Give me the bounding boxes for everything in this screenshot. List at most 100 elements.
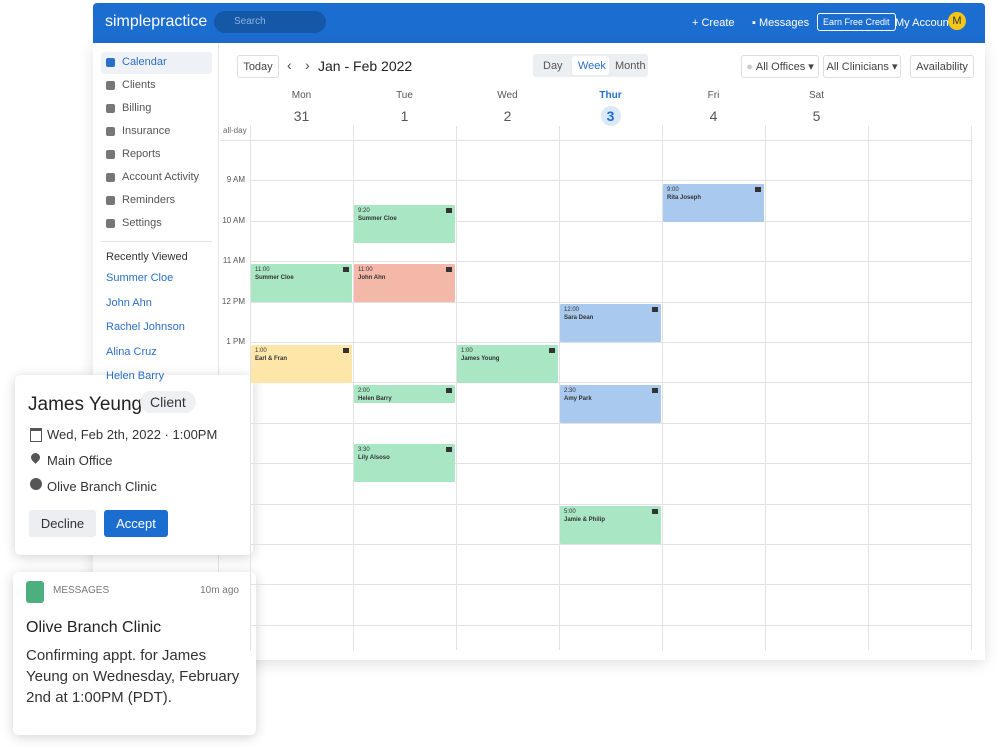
grid-hline <box>250 584 971 586</box>
avatar[interactable]: M <box>948 12 966 30</box>
grid-hline <box>250 503 971 505</box>
clinicians-filter[interactable]: All Clinicians ▾ <box>823 55 901 78</box>
event-icon <box>755 187 761 192</box>
clinicians-text: All Clinicians <box>826 60 889 73</box>
nav-item[interactable]: Account Activity <box>122 171 200 183</box>
availability-button[interactable]: Availability <box>910 55 974 78</box>
grid-vline <box>765 126 766 650</box>
event[interactable]: 2:00 Helen Barry <box>354 385 455 403</box>
create-text: Create <box>701 17 735 29</box>
logo[interactable]: simplepractice <box>105 13 208 30</box>
next-button[interactable]: › <box>305 57 310 73</box>
event[interactable]: 11:00 John Ahn <box>354 264 455 302</box>
day-name: Mon <box>291 90 312 101</box>
event[interactable]: 11:00 Summer Cloe <box>251 264 352 302</box>
event[interactable]: 5:00 Jamie & Philip <box>560 506 661 544</box>
nav-icon <box>106 127 115 136</box>
event-name: Earl & Fran <box>255 356 288 362</box>
event-time: 1:00 <box>461 348 473 354</box>
nav-icon <box>106 219 115 228</box>
sidebar-border <box>218 43 219 660</box>
event[interactable]: 1:00 Earl & Fran <box>251 345 352 383</box>
view-option[interactable]: Week <box>578 60 606 72</box>
prev-button[interactable]: ‹ <box>287 57 292 73</box>
nav-icon <box>106 196 115 205</box>
message-body: Confirming appt. for James Yeung on Wedn… <box>26 647 240 706</box>
grid-vline <box>456 126 457 650</box>
offices-text: All Offices <box>755 60 806 73</box>
offices-filter[interactable]: ● All Offices ▾ <box>741 55 819 78</box>
event-time: 2:00 <box>358 388 370 394</box>
event-name: Lily Alsoso <box>358 455 390 461</box>
view-option[interactable]: Day <box>543 60 563 72</box>
event-icon <box>446 208 452 213</box>
time-label: 1 PM <box>226 337 245 346</box>
nav-item[interactable]: Insurance <box>122 125 171 137</box>
event[interactable]: 1:00 James Young <box>457 345 558 383</box>
nav-item[interactable]: Settings <box>122 217 162 229</box>
client-badge: Client <box>140 391 196 413</box>
event[interactable]: 2:30 Amy Park <box>560 385 661 423</box>
event-icon <box>446 447 452 452</box>
calendar-icon <box>30 428 42 442</box>
clinic-icon <box>30 478 42 490</box>
recent-link[interactable]: Alina Cruz <box>106 345 157 358</box>
event-icon <box>446 388 452 393</box>
time-label: 9 AM <box>226 175 245 185</box>
day-name: Thur <box>599 90 622 101</box>
my-account[interactable]: My Account <box>895 17 952 29</box>
event-time: 5:00 <box>564 509 576 515</box>
day-name: Fri <box>707 90 720 101</box>
event-time: 9:00 <box>667 187 679 193</box>
view-selected <box>572 56 609 75</box>
nav-icon <box>106 81 115 90</box>
nav-item[interactable]: Reports <box>122 148 161 160</box>
earn-credit[interactable]: Earn Free Credit <box>817 13 896 31</box>
grid-hline <box>250 301 971 303</box>
grid-hline <box>250 624 971 626</box>
day-date: 1 <box>400 108 409 124</box>
event-icon <box>652 307 658 312</box>
date-range: Jan - Feb 2022 <box>318 58 413 74</box>
recent-link[interactable]: Summer Cloe <box>106 272 174 284</box>
nav-item[interactable]: Clients <box>122 79 156 91</box>
time-label: 11 AM <box>222 256 245 266</box>
recent-link[interactable]: Rachel Johnson <box>106 321 185 333</box>
event-icon <box>549 348 555 353</box>
today-button[interactable]: Today <box>237 55 279 78</box>
messages-text: Messages <box>758 17 810 29</box>
decline-button[interactable]: Decline <box>29 510 96 537</box>
create-button[interactable]: + Create <box>692 17 735 29</box>
day-date: 31 <box>293 108 310 124</box>
grid-hline <box>220 140 971 141</box>
nav-item[interactable]: Calendar <box>122 56 167 68</box>
nav-icon <box>106 173 115 182</box>
recent-link[interactable]: Helen Barry <box>106 370 165 382</box>
appt-clinic: Olive Branch Clinic <box>47 479 157 494</box>
grid-hline <box>250 261 971 263</box>
event[interactable]: 3:30 Lily Alsoso <box>354 444 455 482</box>
time-label: 10 AM <box>222 215 245 225</box>
view-option[interactable]: Month <box>615 60 646 72</box>
event-name: Sara Dean <box>564 315 594 321</box>
accept-button[interactable]: Accept <box>104 510 168 537</box>
nav-icon <box>106 58 115 67</box>
event[interactable]: 9:00 Rita Joseph <box>663 184 764 222</box>
event-name: Jamie & Philip <box>564 517 606 523</box>
grid-vline <box>868 126 869 650</box>
event[interactable]: 12:00 Sara Dean <box>560 304 661 342</box>
recent-link[interactable]: John Ahn <box>106 296 152 309</box>
search-box[interactable]: Search <box>214 11 326 33</box>
messages-button[interactable]: ▪ Messages <box>752 17 810 29</box>
event[interactable]: 9:20 Summer Cloe <box>354 205 455 243</box>
event-icon <box>343 348 349 353</box>
event-name: Summer Cloe <box>358 216 397 222</box>
nav-item[interactable]: Billing <box>122 102 152 114</box>
location-icon <box>29 451 42 464</box>
grid-vline <box>971 126 972 650</box>
day-date: 5 <box>812 108 821 124</box>
search-placeholder: Search <box>234 16 266 27</box>
nav-icon <box>106 104 115 113</box>
nav-item[interactable]: Reminders <box>122 194 176 206</box>
grid-hline <box>250 544 971 545</box>
